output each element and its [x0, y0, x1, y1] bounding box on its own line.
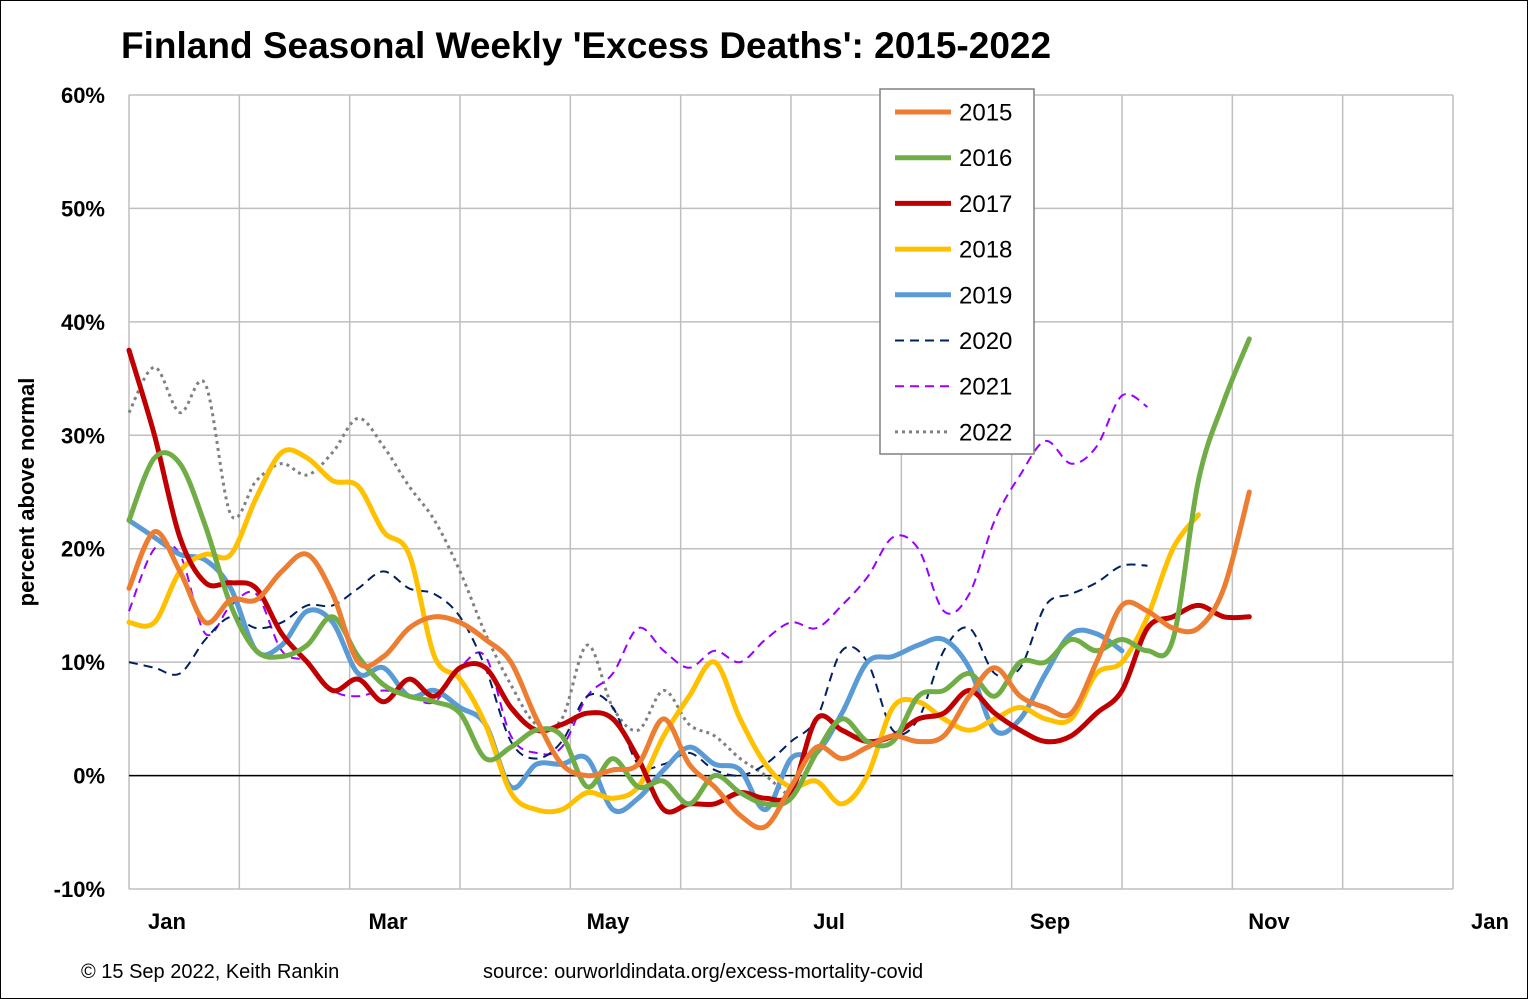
x-tick-label: May [587, 909, 631, 934]
x-tick-label: Mar [368, 909, 408, 934]
legend-label-2020: 2020 [959, 328, 1012, 355]
legend-label-2016: 2016 [959, 145, 1012, 172]
y-axis-ticks: -10% 0% 10% 20% 30% 40% 50% 60% [54, 83, 105, 902]
copyright-note: © 15 Sep 2022, Keith Rankin [81, 961, 339, 983]
y-tick-label: 40% [61, 310, 105, 335]
legend-label-2019: 2019 [959, 282, 1012, 309]
series-line-2021 [128, 393, 1149, 756]
x-tick-label: Sep [1030, 909, 1070, 934]
series-lines [126, 336, 1252, 831]
legend-label-2017: 2017 [959, 191, 1012, 218]
legend-label-2018: 2018 [959, 237, 1012, 264]
y-tick-label: 50% [61, 196, 105, 221]
y-tick-label: 30% [61, 423, 105, 448]
chart-title: Finland Seasonal Weekly 'Excess Deaths':… [121, 25, 1051, 66]
series-line-2022 [127, 365, 793, 800]
series-line-2015 [126, 489, 1252, 831]
x-tick-label: Jan [148, 909, 186, 934]
y-tick-label: -10% [54, 877, 105, 902]
series-line-2019 [126, 517, 1125, 815]
x-tick-label: Jan [1471, 909, 1509, 934]
y-tick-label: 60% [61, 83, 105, 108]
legend: 2015 2016 2017 2018 2019 2020 2021 2022 [879, 88, 1035, 455]
series-line-2018 [126, 447, 1201, 815]
x-tick-label: Nov [1248, 909, 1290, 934]
x-axis-ticks: Jan Mar May Jul Sep Nov Jan [148, 909, 1509, 934]
series-line-2016 [126, 336, 1252, 808]
legend-label-2021: 2021 [959, 374, 1012, 401]
legend-label-2015: 2015 [959, 100, 1012, 127]
legend-box [879, 88, 1035, 455]
y-axis-label: percent above normal [14, 378, 39, 607]
y-tick-label: 10% [61, 650, 105, 675]
legend-label-2022: 2022 [959, 419, 1012, 446]
x-tick-label: Jul [813, 909, 845, 934]
source-note: source: ourworldindata.org/excess-mortal… [483, 961, 923, 983]
y-tick-label: 20% [61, 537, 105, 562]
y-tick-label: 0% [73, 764, 105, 789]
